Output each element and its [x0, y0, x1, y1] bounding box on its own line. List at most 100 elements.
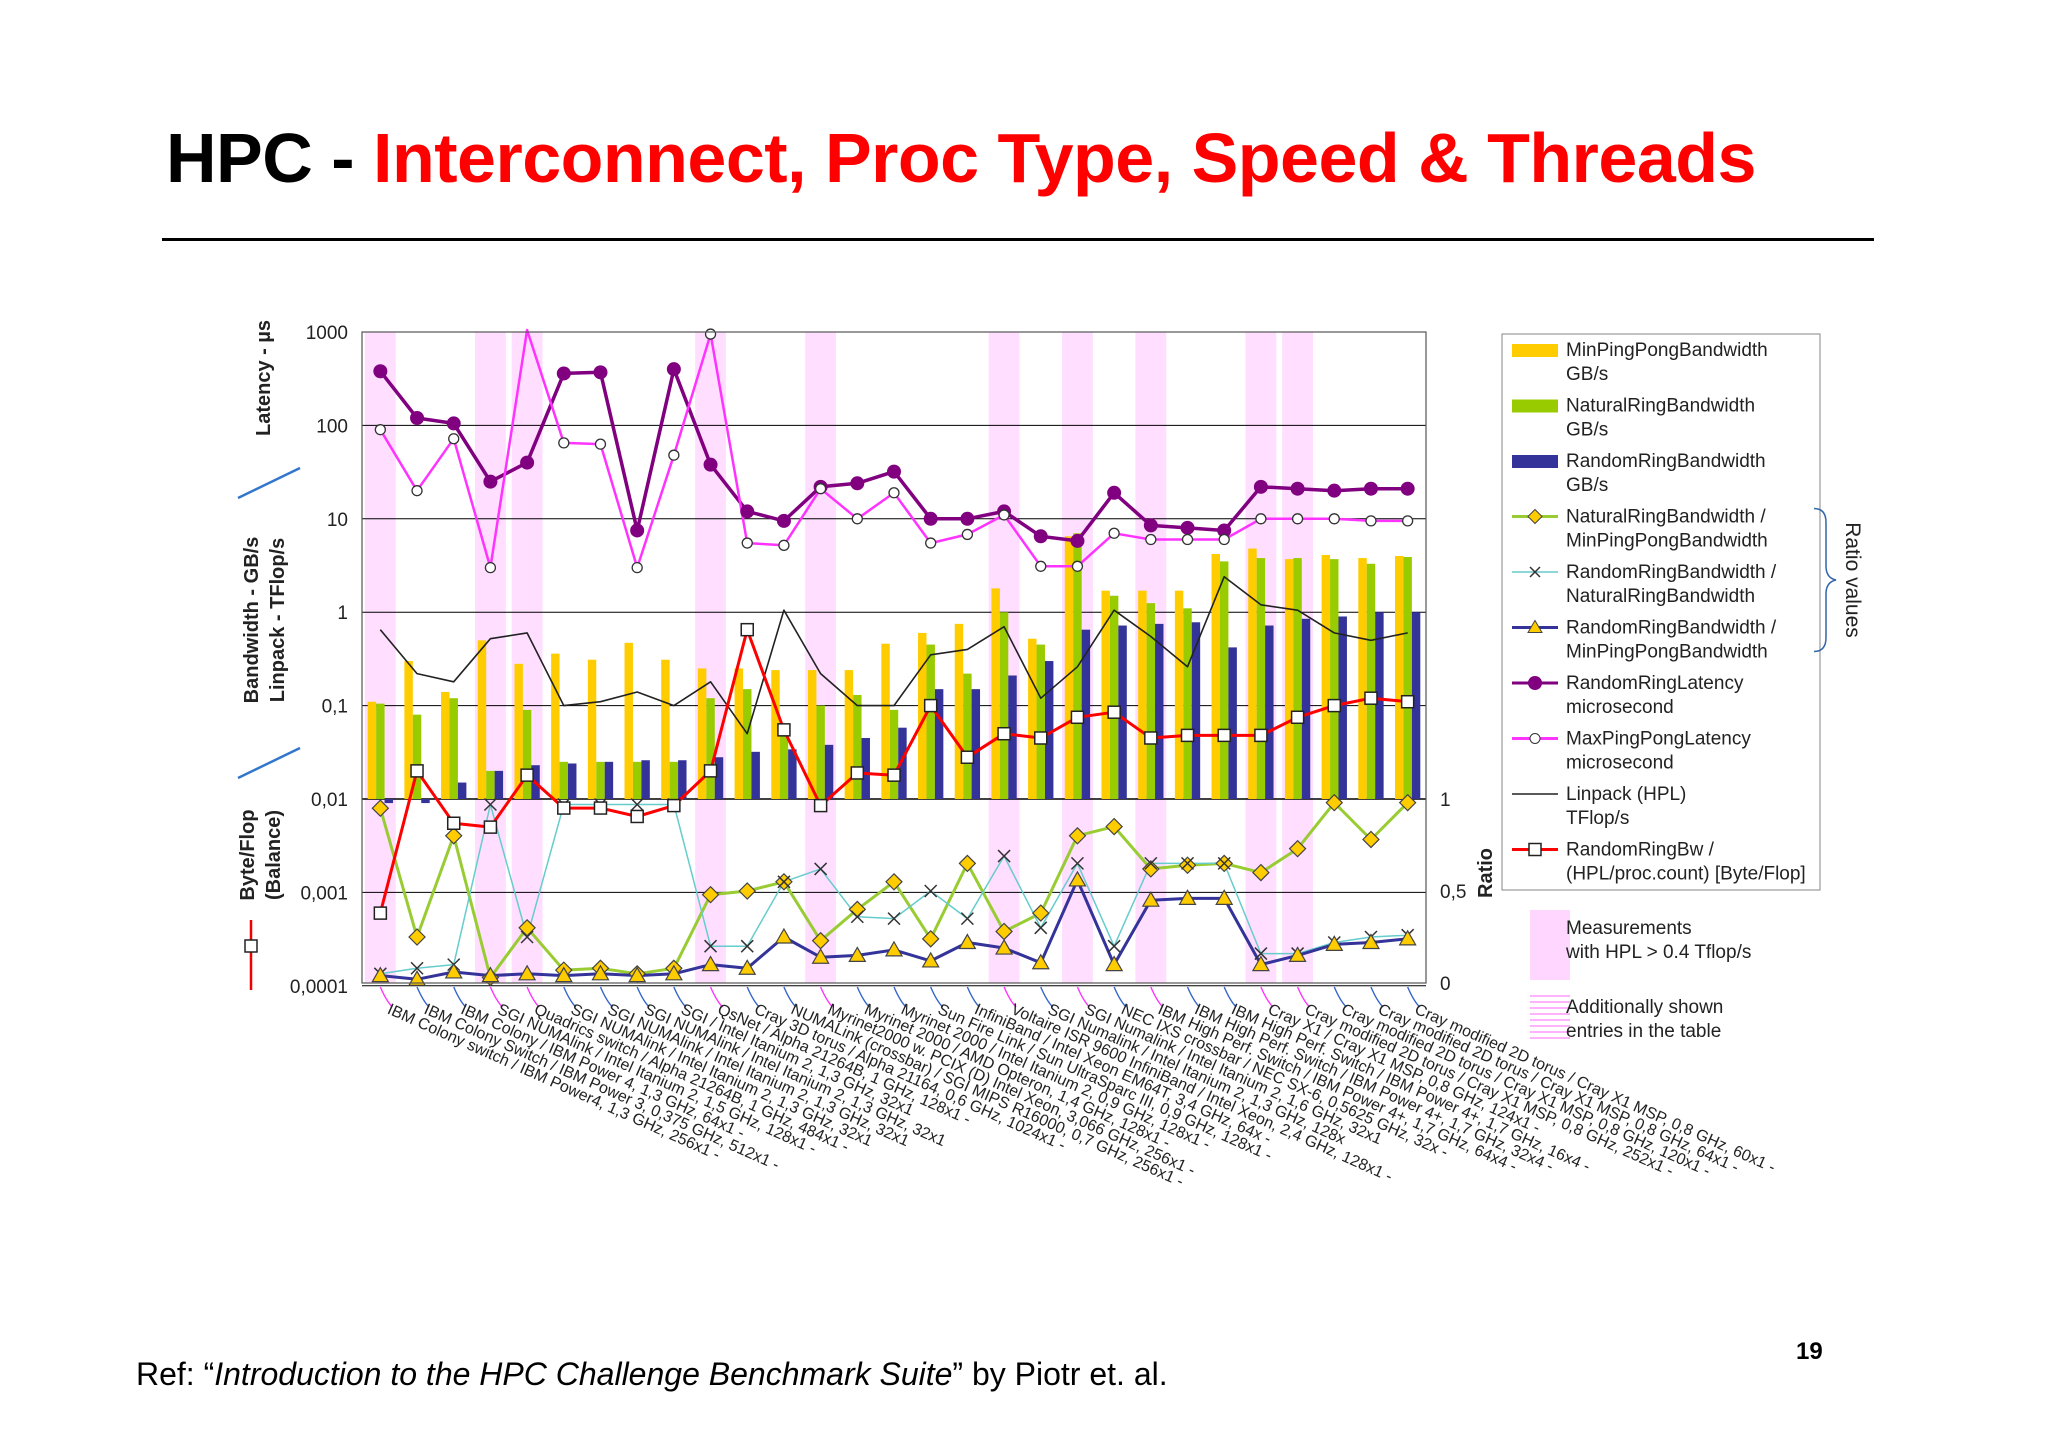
triangle-marker	[848, 946, 867, 962]
x-marker	[1180, 856, 1195, 870]
category-tick	[746, 986, 760, 1008]
bar	[494, 770, 504, 799]
square-marker	[410, 764, 424, 778]
triangle-marker	[995, 938, 1014, 955]
x-marker	[814, 862, 828, 876]
bar	[632, 761, 642, 799]
x-marker	[1034, 921, 1048, 935]
legend-marker	[1529, 733, 1541, 744]
diamond-marker	[885, 872, 903, 891]
bar	[889, 709, 899, 799]
x-marker	[1217, 856, 1231, 870]
category-tick	[819, 986, 834, 1008]
category-tick	[1113, 986, 1127, 1008]
diamond-marker	[1362, 830, 1380, 849]
category-tick	[783, 986, 797, 1008]
circle-marker	[1400, 481, 1415, 496]
open-circle-marker	[1218, 533, 1230, 546]
x-marker	[997, 849, 1011, 863]
title-divider	[162, 238, 1874, 241]
ref-prefix: Ref: “	[136, 1356, 215, 1392]
circle-marker	[887, 464, 901, 479]
square-marker	[520, 768, 534, 782]
bar	[1101, 590, 1110, 799]
diamond-marker	[1325, 793, 1344, 812]
category-tick	[453, 986, 467, 1008]
bar	[853, 694, 862, 799]
category-tick	[379, 986, 393, 1008]
legend-label: RandomRingBandwidth /	[1566, 618, 1777, 639]
open-circle-marker	[1328, 513, 1340, 525]
square-marker	[667, 798, 681, 813]
diamond-marker	[1288, 839, 1307, 858]
bar	[661, 659, 670, 799]
square-marker	[446, 816, 461, 831]
square-marker	[997, 726, 1011, 741]
ratio-tick-label: 0,5	[1440, 882, 1466, 903]
circle-marker	[593, 365, 608, 380]
category-tick	[673, 986, 687, 1008]
x-marker	[520, 930, 534, 944]
square-marker	[1217, 728, 1231, 743]
circle-marker	[1033, 529, 1048, 544]
axis-separator	[237, 746, 301, 780]
circle-marker	[960, 511, 975, 526]
triangle-marker	[1251, 955, 1270, 972]
note-pink-text: with HPL > 0.4 Tflop/s	[1565, 942, 1751, 963]
ratio-tick-label: 1	[1440, 790, 1451, 811]
triangle-marker	[518, 964, 537, 981]
bar	[734, 668, 744, 799]
bar	[1366, 563, 1376, 799]
legend-marker	[1527, 619, 1543, 633]
triangle-marker	[444, 962, 463, 979]
bar	[412, 714, 422, 799]
bar	[1265, 625, 1274, 799]
triangle-marker	[1288, 946, 1307, 962]
highlight-bands	[364, 332, 1313, 983]
bar	[714, 757, 724, 799]
circle-marker	[1217, 523, 1232, 538]
triangle-marker	[1398, 929, 1417, 946]
bar	[568, 763, 577, 799]
ref-suffix: ” by Piotr et. al.	[952, 1356, 1168, 1392]
legend-label: MaxPingPongLatency	[1566, 729, 1751, 750]
legend-marker	[1528, 842, 1542, 857]
x-marker	[1254, 947, 1268, 961]
y-axis-label-byteflop: Byte/Flop	[237, 809, 259, 900]
bar	[1293, 558, 1302, 799]
category-tick	[526, 986, 540, 1008]
bar	[604, 761, 614, 799]
category-tick	[893, 986, 907, 1008]
circle-marker	[923, 511, 938, 526]
square-marker	[813, 798, 828, 813]
bar	[918, 632, 927, 799]
bar	[1211, 553, 1220, 799]
diamond-marker	[1252, 863, 1270, 882]
circle-marker	[1253, 479, 1268, 494]
legend-label: MinPingPongBandwidth	[1566, 340, 1768, 361]
diamond-marker	[518, 918, 536, 937]
square-marker	[923, 698, 938, 713]
open-circle-marker	[668, 449, 680, 461]
category-tick	[856, 986, 870, 1008]
triangle-marker	[408, 970, 427, 986]
y-axis-label-balance: (Balance)	[263, 810, 285, 900]
open-circle-marker	[1108, 527, 1120, 539]
open-circle-marker	[814, 483, 827, 495]
open-circle-marker	[594, 438, 607, 450]
triangle-marker	[628, 966, 647, 983]
circle-marker	[850, 476, 865, 491]
triangle-marker	[1325, 935, 1344, 951]
legend-label: Linpack (HPL)	[1566, 784, 1686, 805]
bar	[697, 668, 707, 799]
ref-title: Introduction to the HPC Challenge Benchm…	[214, 1356, 953, 1392]
bar	[954, 623, 964, 799]
open-circle-marker	[484, 561, 497, 574]
bar	[522, 709, 532, 799]
x-marker	[410, 961, 424, 975]
byteflop-symbol-marker	[244, 939, 258, 953]
bar	[587, 659, 597, 799]
title-prefix: HPC -	[166, 119, 373, 197]
bar	[1301, 618, 1311, 799]
open-circle-marker	[631, 561, 643, 574]
